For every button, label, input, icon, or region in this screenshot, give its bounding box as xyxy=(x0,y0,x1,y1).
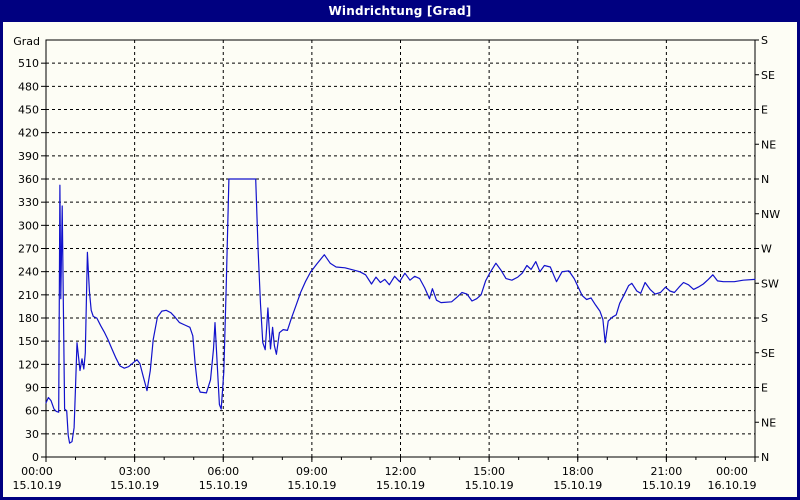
y-tick-label: 60 xyxy=(25,405,39,418)
y-tick-label: 30 xyxy=(25,428,39,441)
x-tick-date-label: 15.10.19 xyxy=(13,479,62,492)
x-tick-date-label: 15.10.19 xyxy=(642,479,691,492)
x-tick-time-label: 18:00 xyxy=(562,465,594,478)
y-tick-label: 450 xyxy=(18,104,39,117)
x-axis: 00:0015.10.1903:0015.10.1906:0015.10.190… xyxy=(13,457,757,492)
compass-tick-label: E xyxy=(761,104,768,117)
x-tick-date-label: 16.10.19 xyxy=(708,479,757,492)
x-tick-time-label: 15:00 xyxy=(473,465,505,478)
x-tick-time-label: 06:00 xyxy=(207,465,239,478)
y-tick-label: 120 xyxy=(18,358,39,371)
y-tick-label: 360 xyxy=(18,173,39,186)
window-title: Windrichtung [Grad] xyxy=(328,4,472,18)
compass-tick-label: NW xyxy=(761,208,780,221)
wind-direction-line xyxy=(45,178,756,444)
chart-background xyxy=(0,22,800,500)
y-tick-label: 0 xyxy=(32,451,39,464)
y-tick-label: 300 xyxy=(18,219,39,232)
compass-tick-label: W xyxy=(761,243,772,256)
y-axis-right-compass: S SE E NE N NW W SW S SE E NE N xyxy=(755,34,780,464)
x-tick-time-label: 00:00 xyxy=(716,465,748,478)
x-tick-time-label: 21:00 xyxy=(651,465,683,478)
x-tick-date-label: 15.10.19 xyxy=(465,479,514,492)
y-tick-label: 210 xyxy=(18,289,39,302)
x-tick-time-label: 09:00 xyxy=(296,465,328,478)
compass-tick-label: NE xyxy=(761,138,776,151)
x-tick-time-label: 12:00 xyxy=(385,465,417,478)
x-tick-date-label: 15.10.19 xyxy=(287,479,336,492)
y-tick-label: 390 xyxy=(18,150,39,163)
y-axis-left: Grad 0 30 60 90 120 150 180 210 240 270 300 330 360 39… xyxy=(13,35,46,464)
compass-tick-label: NE xyxy=(761,416,776,429)
y-tick-label: 510 xyxy=(18,57,39,70)
x-tick-date-label: 15.10.19 xyxy=(376,479,425,492)
compass-tick-label: N xyxy=(761,451,769,464)
y-tick-label: 180 xyxy=(18,312,39,325)
compass-tick-label: S xyxy=(761,34,768,47)
compass-tick-label: SE xyxy=(761,69,775,82)
x-tick-date-label: 15.10.19 xyxy=(110,479,159,492)
y-tick-label: 90 xyxy=(25,382,39,395)
compass-tick-label: S xyxy=(761,312,768,325)
compass-tick-label: E xyxy=(761,382,768,395)
x-tick-time-label: 00:00 xyxy=(21,465,53,478)
compass-tick-label: SE xyxy=(761,347,775,360)
x-tick-date-label: 15.10.19 xyxy=(553,479,602,492)
compass-tick-label: N xyxy=(761,173,769,186)
x-tick-time-label: 03:00 xyxy=(119,465,151,478)
y-tick-label: 330 xyxy=(18,196,39,209)
compass-tick-label: SW xyxy=(761,277,779,290)
y-tick-label: 240 xyxy=(18,266,39,279)
y-tick-label: 420 xyxy=(18,127,39,140)
y-tick-label: 480 xyxy=(18,80,39,93)
grid-lines xyxy=(46,40,755,457)
x-tick-date-label: 15.10.19 xyxy=(199,479,248,492)
y-tick-label: 150 xyxy=(18,335,39,348)
title-bar: Windrichtung [Grad] xyxy=(0,0,800,22)
y-tick-label: 270 xyxy=(18,243,39,256)
y-axis-title: Grad xyxy=(13,35,40,48)
